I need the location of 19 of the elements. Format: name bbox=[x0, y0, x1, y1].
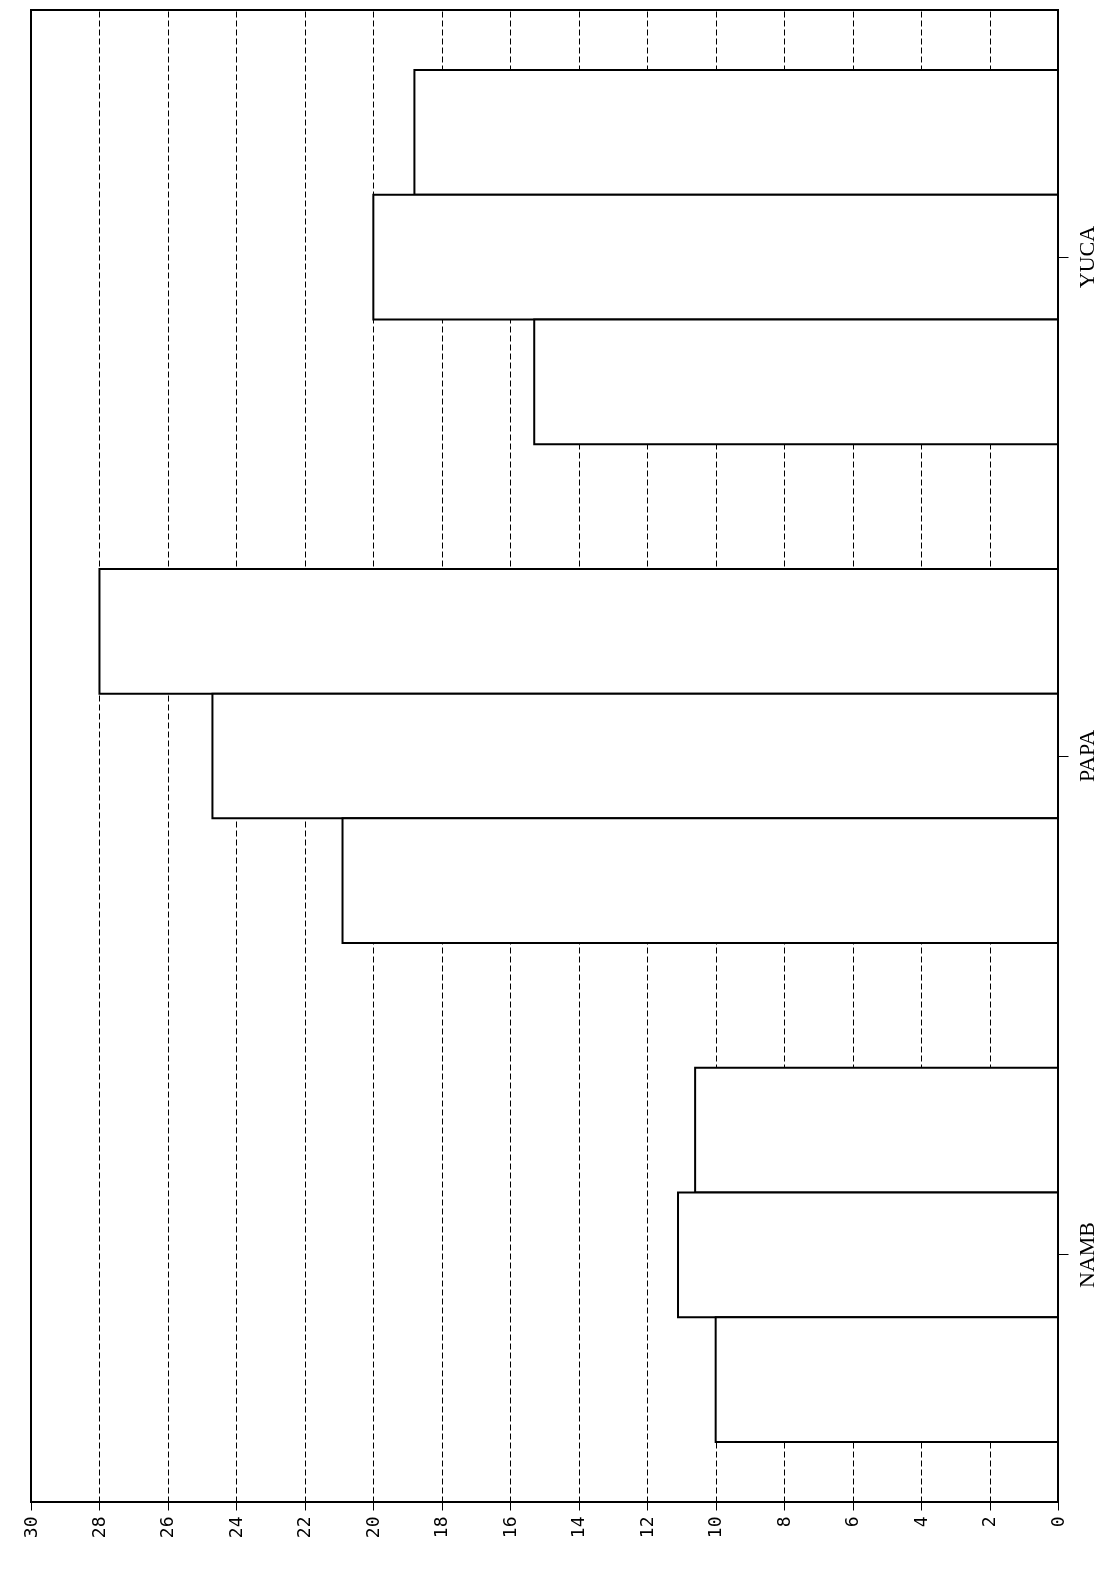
x-tick-label: 30 bbox=[19, 1516, 41, 1539]
x-tick-label: 2 bbox=[978, 1516, 1000, 1528]
x-tick-label: 20 bbox=[361, 1516, 383, 1539]
y-tick-label: NAMB bbox=[1073, 1221, 1099, 1288]
x-tick-label: 26 bbox=[156, 1516, 178, 1539]
x-tick-label: 10 bbox=[704, 1516, 726, 1539]
x-tick-label: 12 bbox=[635, 1516, 657, 1539]
y-tick-label: YUCA bbox=[1073, 225, 1099, 289]
x-tick-label: 4 bbox=[909, 1516, 931, 1528]
x-tick-label: 18 bbox=[430, 1516, 452, 1539]
x-tick-label: 24 bbox=[224, 1516, 246, 1539]
x-tick-label: 16 bbox=[498, 1516, 520, 1539]
x-tick-label: 22 bbox=[293, 1516, 315, 1539]
x-tick-label: 28 bbox=[87, 1516, 109, 1539]
y-tick-label: PAPA bbox=[1073, 729, 1099, 783]
x-tick-label: 6 bbox=[841, 1516, 863, 1528]
x-tick-label: 14 bbox=[567, 1516, 589, 1539]
x-tick-label: 8 bbox=[772, 1516, 794, 1528]
x-tick-label: 0 bbox=[1046, 1516, 1068, 1528]
